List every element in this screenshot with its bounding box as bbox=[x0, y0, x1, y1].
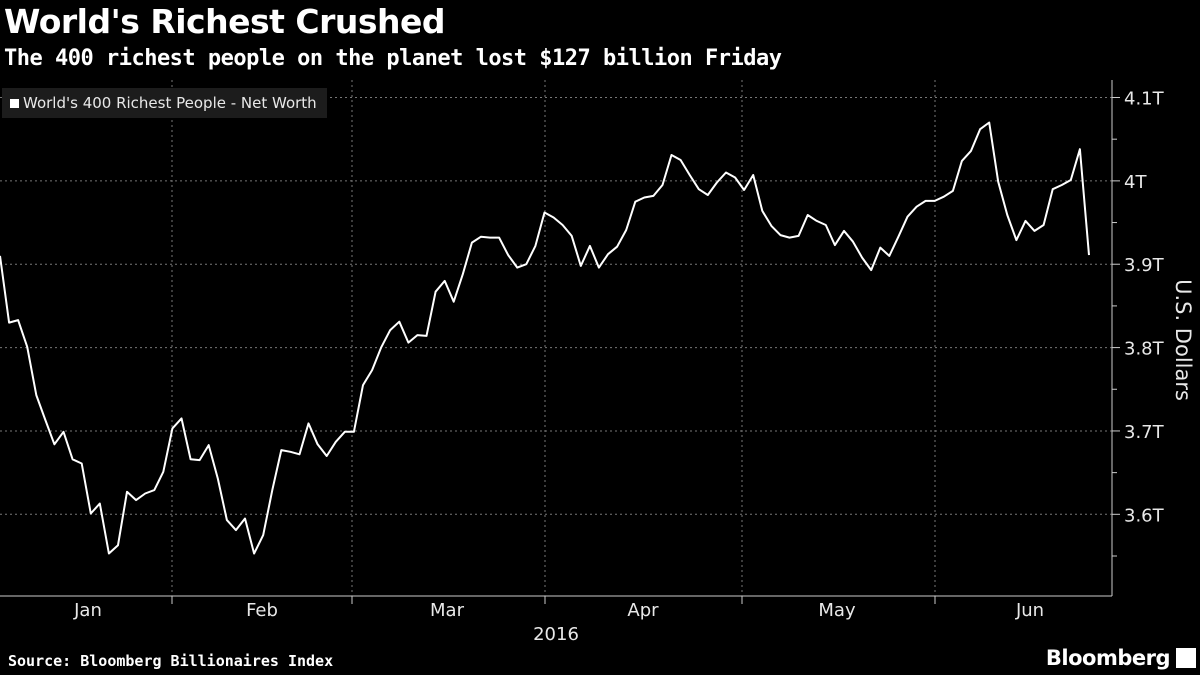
x-tick-label: Mar bbox=[430, 600, 465, 621]
source-note: Source: Bloomberg Billionaires Index bbox=[8, 652, 334, 670]
x-tick-label: Feb bbox=[246, 600, 278, 621]
x-axis-label: 2016 bbox=[533, 624, 579, 645]
y-axis-label: U.S. Dollars bbox=[1171, 279, 1195, 401]
chart-subtitle: The 400 richest people on the planet los… bbox=[4, 46, 782, 71]
legend: World's 400 Richest People - Net Worth bbox=[2, 88, 327, 118]
legend-swatch bbox=[10, 98, 19, 108]
y-tick-label: 3.7T bbox=[1124, 422, 1165, 443]
x-tick-label: May bbox=[818, 600, 856, 621]
legend-label: World's 400 Richest People - Net Worth bbox=[23, 94, 317, 112]
series-line bbox=[0, 121, 1090, 555]
y-tick-label: 3.9T bbox=[1124, 255, 1165, 276]
x-tick-label: Jan bbox=[73, 600, 102, 621]
y-tick-label: 3.8T bbox=[1124, 339, 1165, 360]
bloomberg-logo: Bloomberg bbox=[1045, 646, 1171, 670]
y-tick-label: 4T bbox=[1124, 172, 1147, 193]
x-tick-label: Apr bbox=[627, 600, 659, 621]
x-tick-label: Jun bbox=[1015, 600, 1044, 621]
chart-title: World's Richest Crushed bbox=[4, 2, 446, 41]
bloomberg-chart-icon bbox=[1176, 648, 1196, 668]
y-tick-label: 3.6T bbox=[1124, 505, 1165, 526]
y-tick-label: 4.1T bbox=[1124, 89, 1165, 110]
